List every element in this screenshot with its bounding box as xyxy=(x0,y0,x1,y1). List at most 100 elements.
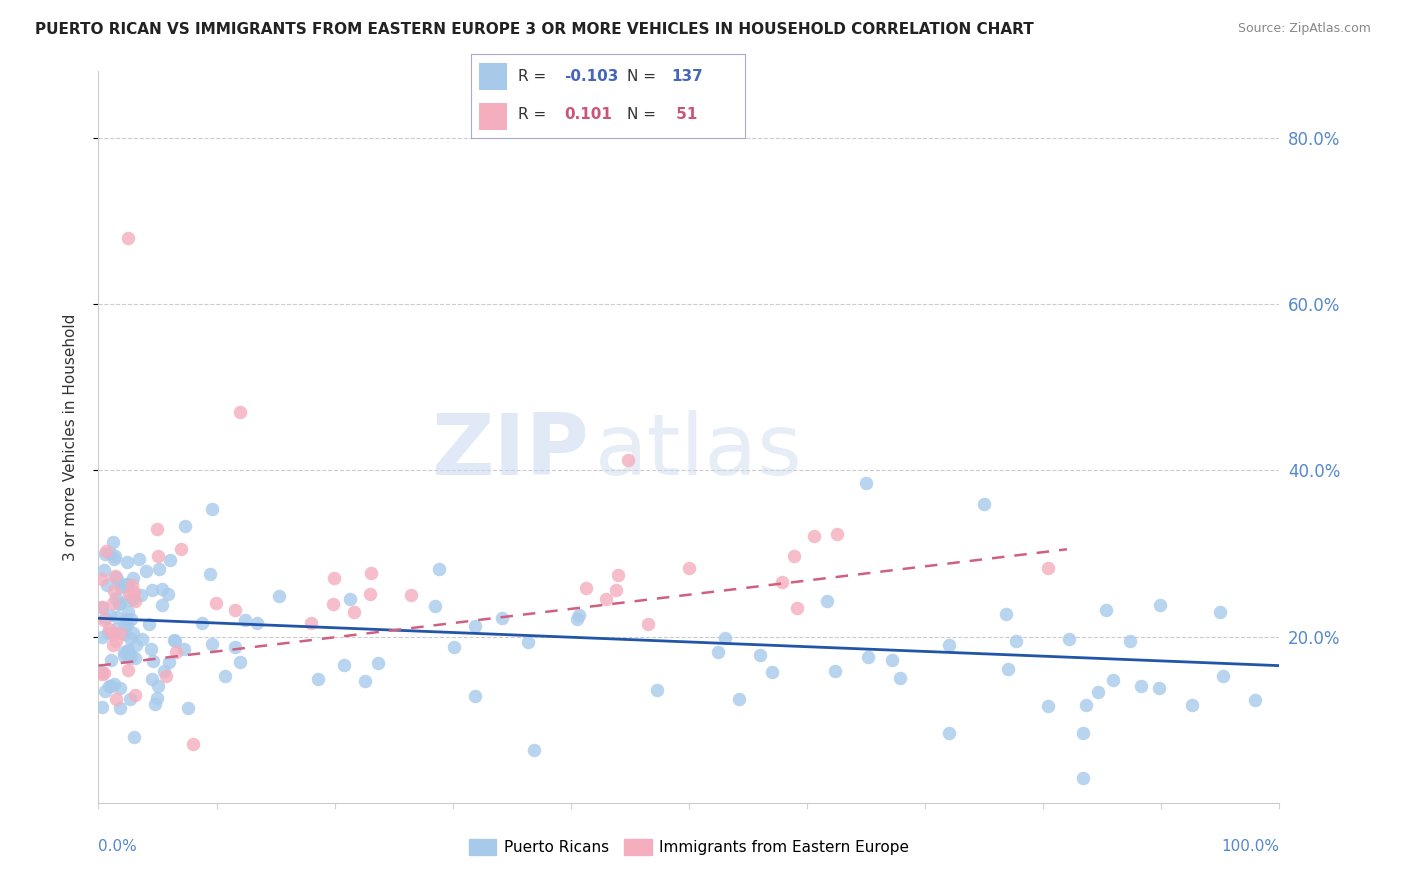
Point xyxy=(124,594,146,608)
Point xyxy=(973,497,995,511)
Point xyxy=(143,697,166,711)
Point xyxy=(131,632,153,647)
Point xyxy=(91,666,114,681)
Point xyxy=(91,572,114,586)
Point xyxy=(1036,561,1059,575)
Point xyxy=(190,615,212,630)
Point xyxy=(153,664,176,678)
Point xyxy=(124,688,146,702)
Point xyxy=(110,681,132,696)
Point xyxy=(322,597,344,611)
Point xyxy=(91,630,114,644)
Point xyxy=(246,616,269,631)
Point xyxy=(104,549,127,563)
Point xyxy=(1147,681,1170,695)
Point xyxy=(714,632,737,646)
Point xyxy=(815,594,838,608)
Point xyxy=(101,639,124,653)
Point xyxy=(117,605,139,619)
Point xyxy=(103,677,125,691)
Point xyxy=(97,625,120,640)
Point xyxy=(1087,685,1109,699)
Point xyxy=(112,645,135,659)
Point xyxy=(120,612,142,626)
Point xyxy=(170,542,193,557)
Point xyxy=(94,610,117,624)
Text: ZIP: ZIP xyxy=(430,410,589,493)
Point xyxy=(117,593,139,607)
Point xyxy=(121,577,143,591)
Y-axis label: 3 or more Vehicles in Household: 3 or more Vehicles in Household xyxy=(63,313,77,561)
Point xyxy=(104,570,127,584)
Text: 0.101: 0.101 xyxy=(564,107,612,122)
Point xyxy=(360,566,382,580)
Point xyxy=(343,605,366,619)
Point xyxy=(100,653,122,667)
Point xyxy=(997,662,1019,676)
Point xyxy=(678,561,700,575)
Point xyxy=(148,549,170,563)
Text: R =: R = xyxy=(517,107,555,122)
Point xyxy=(98,608,121,623)
Point xyxy=(267,590,290,604)
Point xyxy=(103,584,125,599)
Point xyxy=(122,591,145,606)
Text: N =: N = xyxy=(627,69,661,84)
Point xyxy=(146,690,169,705)
Point xyxy=(825,527,848,541)
Point xyxy=(118,631,141,645)
Point xyxy=(108,597,131,611)
Point xyxy=(110,596,132,610)
Point xyxy=(117,578,139,592)
Point xyxy=(91,599,114,614)
Point xyxy=(120,691,142,706)
Point xyxy=(122,571,145,585)
Point xyxy=(105,622,128,636)
Point xyxy=(173,642,195,657)
Point xyxy=(117,230,139,244)
Point xyxy=(1180,698,1202,712)
Point xyxy=(148,679,170,693)
Point xyxy=(1149,598,1171,612)
Point xyxy=(517,635,540,649)
Point xyxy=(148,562,170,576)
Point xyxy=(855,475,877,490)
Point xyxy=(159,552,181,566)
Point xyxy=(115,577,138,591)
Point xyxy=(401,588,423,602)
Point xyxy=(142,654,165,668)
Point xyxy=(129,588,152,602)
Point xyxy=(139,641,162,656)
Point xyxy=(607,567,630,582)
Point xyxy=(155,669,177,683)
Legend: Puerto Ricans, Immigrants from Eastern Europe: Puerto Ricans, Immigrants from Eastern E… xyxy=(463,833,915,861)
Point xyxy=(637,616,659,631)
Point xyxy=(938,638,960,652)
Point xyxy=(141,672,163,686)
Point xyxy=(1129,679,1152,693)
Point xyxy=(523,743,546,757)
Text: PUERTO RICAN VS IMMIGRANTS FROM EASTERN EUROPE 3 OR MORE VEHICLES IN HOUSEHOLD C: PUERTO RICAN VS IMMIGRANTS FROM EASTERN … xyxy=(35,22,1033,37)
Point xyxy=(1244,693,1267,707)
Point xyxy=(101,626,124,640)
Point xyxy=(122,585,145,599)
Point xyxy=(124,650,146,665)
Point xyxy=(332,658,354,673)
Point xyxy=(112,579,135,593)
Point xyxy=(938,725,960,739)
Point xyxy=(150,599,173,613)
Text: 100.0%: 100.0% xyxy=(1222,839,1279,855)
Point xyxy=(104,569,127,583)
Point xyxy=(1118,633,1140,648)
Point xyxy=(889,671,911,685)
Point xyxy=(117,644,139,658)
Point xyxy=(783,549,806,564)
Point xyxy=(707,645,730,659)
Point xyxy=(107,574,129,589)
Point xyxy=(114,612,136,626)
Point xyxy=(176,701,198,715)
Point xyxy=(565,612,588,626)
Point xyxy=(98,622,121,636)
Point xyxy=(575,582,598,596)
Point xyxy=(181,737,204,751)
